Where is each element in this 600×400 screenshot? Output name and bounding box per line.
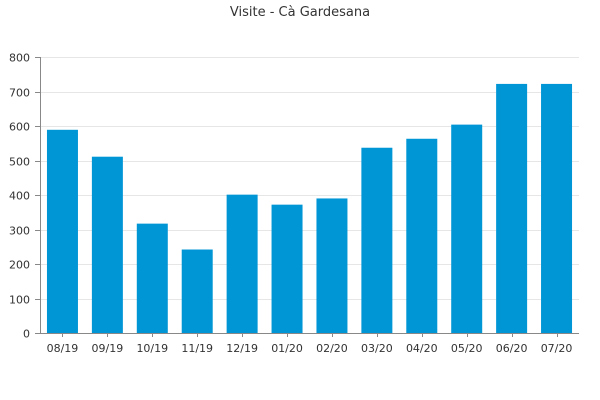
x-tick-label: 07/20 (541, 342, 573, 355)
chart-title: Visite - Cà Gardesana (229, 5, 371, 20)
axes (35, 57, 579, 337)
x-tick-label: 02/20 (316, 342, 348, 355)
bar-08-19[interactable] (46, 129, 78, 333)
y-tick-label: 200 (9, 259, 30, 272)
x-tick-label: 08/19 (47, 342, 79, 355)
bar-07-20[interactable] (541, 83, 573, 333)
bar-05-20[interactable] (451, 124, 483, 334)
y-tick-label: 500 (9, 156, 30, 169)
bar-10-19[interactable] (136, 223, 168, 333)
y-tick-label: 0 (23, 328, 30, 341)
bar-12-19[interactable] (226, 194, 258, 333)
x-tick-label: 05/20 (451, 342, 483, 355)
grid-lines (40, 57, 579, 300)
y-tick-label: 700 (9, 87, 30, 100)
bar-03-20[interactable] (361, 147, 393, 333)
x-tick-label: 09/19 (92, 342, 124, 355)
x-tick-label: 01/20 (271, 342, 303, 355)
bars (46, 83, 573, 334)
bar-09-19[interactable] (91, 156, 123, 333)
bar-02-20[interactable] (316, 198, 348, 333)
x-tick-label: 03/20 (361, 342, 393, 355)
x-tick-label: 06/20 (496, 342, 528, 355)
x-tick-label: 04/20 (406, 342, 438, 355)
y-tick-label: 800 (9, 52, 30, 65)
x-tick-label: 10/19 (136, 342, 168, 355)
y-tick-label: 600 (9, 121, 30, 134)
y-tick-label: 300 (9, 225, 30, 238)
y-tick-label: 100 (9, 294, 30, 307)
bar-06-20[interactable] (496, 83, 528, 333)
x-tick-label: 12/19 (226, 342, 258, 355)
bar-11-19[interactable] (181, 249, 213, 333)
tick-labels: 0 100 200 300 400 500 600 700 800 08/19 09/19 10/19… (9, 52, 572, 356)
y-tick-label: 400 (9, 190, 30, 203)
x-tick-label: 11/19 (181, 342, 213, 355)
bar-01-20[interactable] (271, 204, 303, 333)
bar-04-20[interactable] (406, 138, 438, 333)
